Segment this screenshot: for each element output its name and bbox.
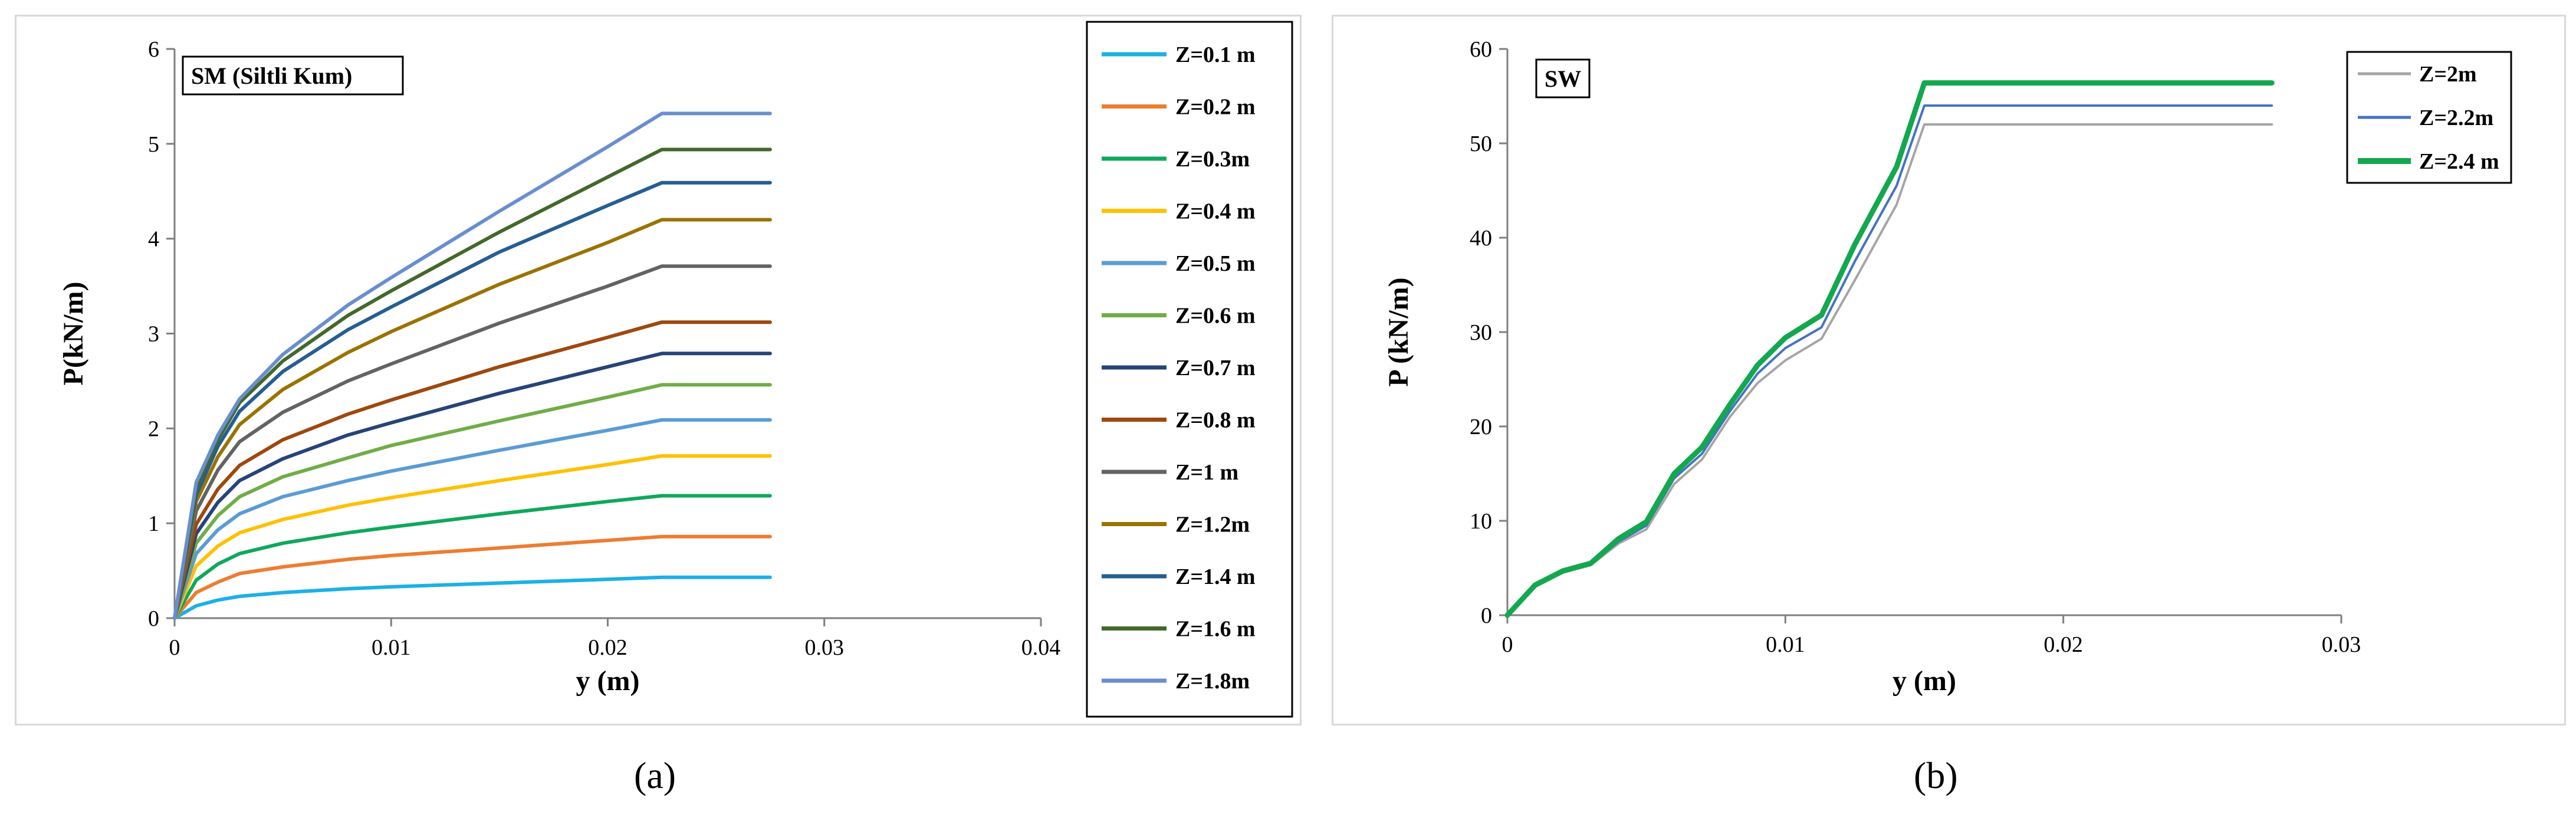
y-tick-label: 5 (148, 132, 159, 157)
series-line (173, 534, 772, 620)
legend-label: Z=0.5 m (1175, 251, 1256, 276)
series-line (173, 494, 772, 620)
legend-label: Z=0.6 m (1175, 304, 1256, 329)
y-tick-label: 3 (148, 322, 159, 347)
x-axis-title: y (m) (576, 665, 640, 697)
legend-label: Z=0.3m (1175, 147, 1250, 172)
y-tick-label: 30 (1470, 320, 1492, 345)
x-tick-label: 0.01 (372, 635, 411, 660)
x-tick-label: 0.03 (805, 635, 845, 660)
series-line (1504, 80, 2275, 618)
series-line (173, 111, 772, 620)
series-line (173, 418, 772, 620)
y-axis-title: P (kN/m) (1383, 277, 1414, 386)
y-tick-label: 6 (148, 37, 159, 62)
series-line (173, 218, 772, 620)
x-tick-label: 0.02 (588, 635, 627, 660)
legend-label: Z=0.2 m (1175, 95, 1256, 120)
legend-label: Z=1.6 m (1175, 617, 1256, 642)
x-tick-label: 0 (169, 635, 180, 660)
legend-label: Z=0.8 m (1175, 408, 1256, 433)
series-line (173, 575, 772, 620)
series-line (173, 264, 772, 620)
series-line (173, 383, 772, 620)
x-tick-label: 0 (1502, 632, 1513, 657)
series-line (173, 454, 772, 620)
series-line (173, 352, 772, 620)
legend-label: Z=2.4 m (2419, 149, 2499, 174)
x-tick-label: 0.03 (2322, 632, 2361, 657)
legend-label: Z=0.7 m (1175, 356, 1256, 380)
y-tick-label: 20 (1470, 415, 1492, 439)
chart-title: SW (1545, 65, 1581, 92)
legend-label: Z=1.8m (1175, 669, 1250, 694)
y-tick-label: 4 (148, 227, 159, 252)
y-tick-label: 0 (1481, 603, 1492, 628)
legend-label: Z=0.1 m (1175, 42, 1256, 67)
y-axis-title: P(kN/m) (58, 282, 89, 386)
chart-title-box (1535, 58, 1591, 99)
subfigure-label-b: (b) (1914, 754, 1958, 796)
subfigure-label-a: (a) (634, 754, 676, 796)
legend-label: Z=1.4 m (1175, 564, 1256, 589)
legend-label: Z=1.2m (1175, 513, 1250, 537)
x-tick-label: 0.01 (1766, 632, 1805, 657)
y-tick-label: 60 (1470, 37, 1492, 62)
y-tick-label: 40 (1470, 226, 1492, 251)
chart-title: SM (Siltli Kum) (191, 63, 352, 89)
x-tick-label: 0.02 (2043, 632, 2083, 657)
y-tick-label: 1 (148, 511, 159, 536)
chart-b: 0 10 20 30 40 50 60 0 0.01 0.02 0.03 y (m) P (kN/m) S… (1383, 37, 2512, 697)
legend-label: Z=0.4 m (1175, 199, 1256, 224)
y-tick-label: 0 (148, 606, 159, 631)
legend-label: Z=2.2m (2419, 106, 2493, 130)
x-tick-label: 0.04 (1021, 635, 1061, 660)
legend-label: Z=2m (2419, 62, 2477, 87)
chart-title-box (182, 55, 404, 96)
y-tick-label: 50 (1470, 132, 1492, 156)
x-axis-title: y (m) (1892, 665, 1956, 697)
series-line (173, 180, 772, 620)
chart-a: 0 1 2 3 4 5 6 0 0.01 0.02 0.03 0.04 y (m) P(kN/m) SM (… (58, 21, 1293, 718)
y-tick-label: 2 (148, 416, 159, 441)
y-tick-label: 10 (1470, 509, 1492, 534)
legend-label: Z=1 m (1175, 460, 1238, 485)
series-line (173, 320, 772, 620)
series-line (173, 147, 772, 620)
